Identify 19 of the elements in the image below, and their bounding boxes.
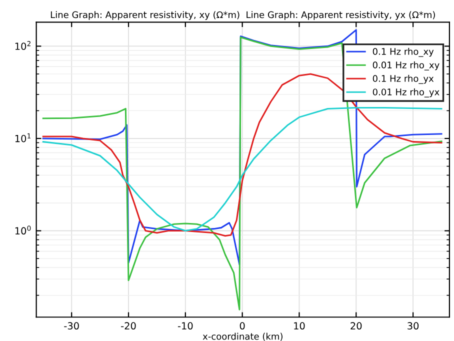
x-tick-label: 10 — [294, 322, 305, 330]
y-tick-label: 10$^{1}$ — [15, 133, 31, 142]
x-tick-label: -10 — [178, 322, 193, 330]
x-tick-label: -30 — [64, 322, 79, 330]
line-series — [42, 73, 442, 237]
x-tick-label: 30 — [408, 322, 419, 330]
legend-label: 0.1 Hz rho_yx — [372, 74, 434, 84]
y-tick-label: 10$^{2}$ — [15, 41, 30, 50]
line-series — [42, 36, 442, 310]
x-tick-label: 20 — [350, 322, 362, 330]
y-tick-label: 10$^{0}$ — [15, 226, 31, 235]
x-tick-label: -20 — [121, 322, 136, 330]
legend-label: 0.1 Hz rho_xy — [372, 48, 434, 57]
x-axis-title: x-coordinate (km) — [202, 332, 282, 341]
legend-label: 0.01 Hz rho_xy — [372, 61, 440, 70]
line-series — [42, 107, 442, 232]
x-tick-label: 0 — [240, 322, 245, 330]
legend-label: 0.01 Hz rho_yx — [372, 88, 440, 98]
chart-title: Line Graph: Apparent resistivity, xy (Ω*m) Line Graph: Apparent resistivity, yx (Ω*m) — [50, 11, 435, 20]
